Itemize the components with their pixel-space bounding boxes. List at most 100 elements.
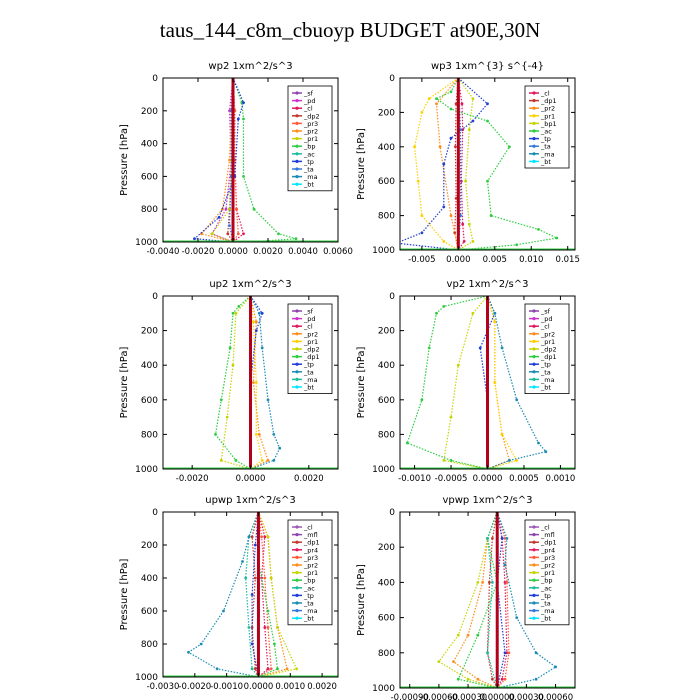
plot-area: [400, 296, 575, 469]
data-point: [456, 363, 460, 367]
data-point: [226, 232, 230, 236]
y-tick-label: 400: [141, 574, 158, 584]
legend-marker: [295, 578, 299, 582]
y-tick-label: 0: [152, 508, 158, 518]
legend-label: _ma: [303, 376, 318, 384]
legend-label: _ta: [303, 166, 314, 174]
y-tick-label: 200: [378, 108, 395, 118]
data-point: [537, 228, 540, 231]
y-tick-label: 600: [378, 396, 395, 406]
y-tick-label: 400: [141, 140, 158, 150]
y-tick-label: 1000: [372, 465, 395, 475]
series-line-dp1: [486, 512, 498, 688]
data-point: [253, 667, 257, 671]
series-line-ac: [435, 78, 559, 250]
data-point: [500, 346, 504, 350]
y-tick-label: 1000: [372, 684, 395, 694]
data-point: [467, 222, 471, 226]
data-point: [486, 119, 489, 123]
series-line-pr2: [249, 296, 269, 469]
data-point: [285, 667, 289, 671]
data-point: [253, 576, 257, 580]
legend-label: _bt: [540, 384, 551, 392]
legend-marker: [532, 563, 536, 567]
legend-marker: [532, 114, 536, 118]
data-point: [252, 320, 255, 324]
data-point: [435, 311, 438, 315]
legend-marker: [532, 339, 536, 343]
legend-label: _ma: [540, 607, 555, 615]
data-point: [217, 216, 221, 219]
legend-marker: [532, 309, 536, 313]
y-tick-label: 200: [141, 327, 158, 337]
data-point: [252, 207, 256, 211]
legend-label: _pr1: [540, 112, 555, 120]
y-tick-label: 600: [378, 614, 395, 624]
data-point: [454, 145, 457, 149]
y-tick-label: 200: [141, 541, 158, 551]
legend-label: _dp2: [540, 346, 557, 354]
data-point: [242, 175, 245, 178]
legend-label: _pd: [303, 97, 316, 105]
x-tick-label: 0.00000: [480, 693, 515, 700]
legend-label: _mfl: [303, 531, 318, 539]
series-line-dp2: [220, 296, 251, 469]
legend-marker: [295, 175, 299, 179]
data-point: [452, 660, 455, 663]
data-point: [454, 197, 458, 200]
series-line-dp1: [214, 296, 251, 469]
legend-marker: [532, 609, 536, 613]
data-point: [241, 560, 244, 563]
data-point: [237, 305, 241, 308]
data-point: [266, 535, 270, 539]
data-point: [500, 537, 504, 540]
data-point: [266, 459, 270, 462]
legend-label: _bp: [540, 577, 553, 585]
legend-label: _ta: [540, 143, 551, 151]
y-axis-label: Pressure [hPa]: [356, 564, 367, 636]
data-point: [277, 232, 280, 236]
plot-frame: [399, 77, 576, 251]
legend-marker: [295, 99, 299, 103]
data-point: [491, 537, 494, 540]
data-point: [488, 581, 491, 584]
data-point: [456, 677, 460, 681]
legend-marker: [532, 106, 536, 110]
data-point: [242, 232, 245, 236]
legend-marker: [295, 525, 299, 529]
y-tick-label: 0: [389, 74, 395, 84]
data-point: [442, 205, 446, 209]
y-tick-label: 0: [152, 74, 158, 84]
data-point: [449, 136, 453, 140]
x-tick-label: -0.0040: [147, 247, 180, 257]
data-point: [266, 609, 270, 613]
data-point: [478, 346, 482, 350]
legend-marker: [295, 137, 299, 141]
y-tick-label: 800: [378, 649, 395, 659]
legend-marker: [532, 601, 536, 605]
legend-label: _ma: [540, 150, 555, 158]
legend-marker: [295, 182, 299, 186]
series-line-pr1: [257, 512, 298, 677]
x-tick-label: -0.005: [408, 255, 435, 265]
legend-label: _bp1: [540, 120, 557, 128]
data-point: [266, 626, 270, 629]
data-point: [515, 398, 519, 402]
y-tick-label: 600: [141, 607, 158, 617]
x-tick-label: 0.015: [556, 255, 580, 265]
chart-panel-2: up2 1xm^2/s^3 -0.0020 0.0000 0.0020 0 200 400 6…: [119, 279, 339, 484]
legend-marker: [295, 129, 299, 133]
y-tick-label: 400: [378, 578, 395, 588]
data-point: [442, 162, 446, 166]
legend-label: _cl: [303, 105, 313, 113]
y-tick-label: 400: [378, 361, 395, 371]
legend-marker: [295, 563, 299, 567]
data-point: [467, 128, 471, 132]
legend-marker: [532, 578, 536, 582]
legend-marker: [295, 332, 299, 336]
data-point: [491, 581, 494, 584]
x-tick-label: 0.005: [483, 255, 507, 265]
data-point: [266, 398, 270, 402]
x-tick-label: 0.0000: [218, 247, 248, 257]
data-point: [252, 381, 255, 384]
